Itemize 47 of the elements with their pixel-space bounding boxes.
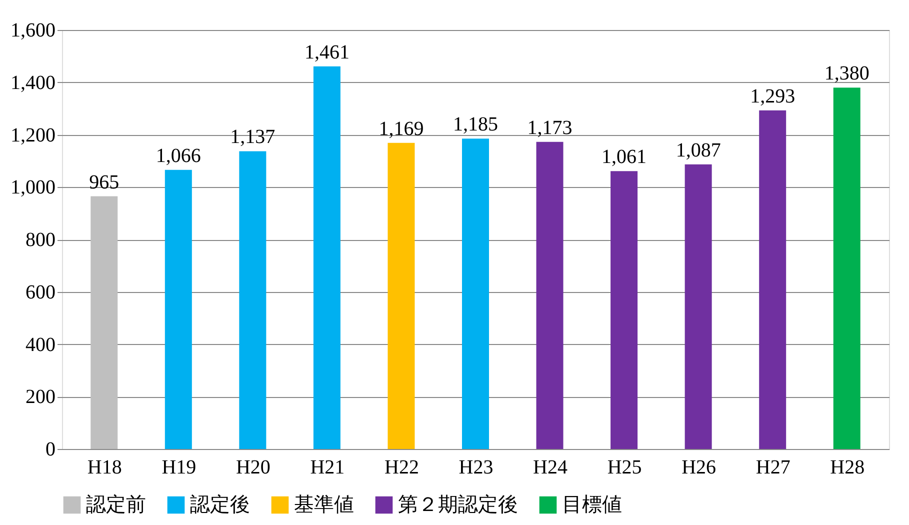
data-label: 1,169 <box>378 118 424 140</box>
y-tick-label: 1,600 <box>10 20 56 42</box>
x-tick-label: H24 <box>533 456 568 478</box>
data-label: 1,173 <box>527 116 572 139</box>
bar <box>684 164 712 449</box>
x-tick-label: H23 <box>458 456 494 478</box>
x-tick-label: H25 <box>607 456 642 478</box>
data-label: 1,293 <box>750 85 796 108</box>
legend-label: 第２期認定後 <box>398 492 518 516</box>
data-label: 1,066 <box>156 144 201 167</box>
x-tick-label: H26 <box>682 456 716 478</box>
bar <box>833 88 860 449</box>
x-tick-label: H19 <box>162 456 196 478</box>
y-tick-label: 800 <box>26 229 56 251</box>
bar <box>313 66 340 449</box>
bar <box>164 170 192 449</box>
x-tick-label: H21 <box>310 456 345 478</box>
y-tick-label: 400 <box>26 334 56 356</box>
bar <box>388 142 415 449</box>
y-tick-label: 1,400 <box>10 72 56 94</box>
bar <box>759 110 786 449</box>
x-tick-label: H18 <box>87 456 122 478</box>
data-label: 1,137 <box>230 126 276 148</box>
y-tick-label: 200 <box>26 386 56 408</box>
x-tick-label: H27 <box>756 456 790 478</box>
data-label: 1,461 <box>304 41 350 64</box>
legend-label: 基準値 <box>294 492 354 516</box>
bar <box>610 171 638 449</box>
y-tick-label: 0 <box>46 438 56 460</box>
data-label: 1,380 <box>824 62 870 85</box>
bar <box>239 151 266 449</box>
x-tick-label: H20 <box>236 456 270 478</box>
bar <box>90 196 118 449</box>
y-tick-label: 1,000 <box>10 176 56 199</box>
legend-label: 認定後 <box>190 492 250 516</box>
data-label: 1,061 <box>602 146 647 168</box>
data-label: 965 <box>89 171 120 194</box>
bar <box>462 138 489 449</box>
x-tick-label: H28 <box>830 456 865 478</box>
y-tick-label: 600 <box>26 281 56 304</box>
x-tick-label: H22 <box>384 456 419 478</box>
bar <box>536 142 564 449</box>
y-tick-label: 1,200 <box>10 124 56 146</box>
data-label: 1,087 <box>676 139 721 162</box>
data-label: 1,185 <box>453 114 498 136</box>
legend-label: 目標値 <box>562 492 622 516</box>
legend-label: 認定前 <box>86 492 146 516</box>
